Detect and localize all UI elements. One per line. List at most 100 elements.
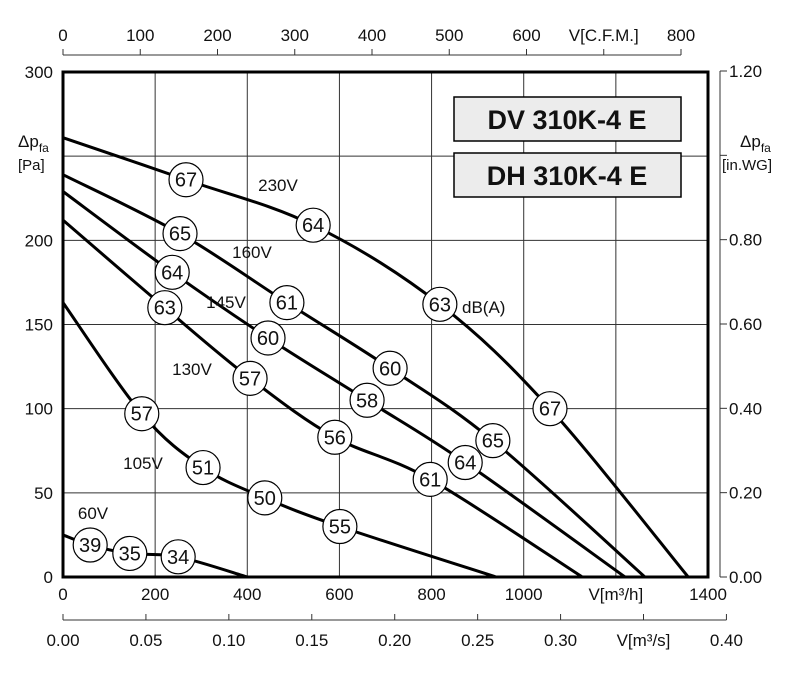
y-axis-sub: fa: [39, 141, 49, 155]
db-marker: 56: [317, 419, 353, 455]
db-marker-label: 35: [119, 543, 141, 565]
plot-frame: [61, 70, 710, 579]
y-tick-label: 200: [25, 231, 53, 250]
db-marker: 64: [295, 207, 331, 243]
db-marker: 34: [160, 539, 196, 575]
db-marker-label: 55: [329, 517, 351, 539]
right-axis-tick-label: 1.20: [729, 62, 762, 81]
db-marker-circle: [475, 423, 511, 459]
y-tick-label: 100: [25, 400, 53, 419]
db-marker-circle: [154, 254, 190, 290]
db-marker: 63: [147, 290, 183, 326]
y-axis-symbol: Δp: [18, 132, 39, 151]
bottom-axis2-tick-label: 0.10: [212, 631, 245, 650]
y-tick-label: 0: [44, 568, 53, 587]
db-marker-label: 65: [482, 431, 504, 453]
db-marker-circle: [72, 527, 108, 563]
y-axis-unit: [Pa]: [18, 157, 45, 174]
model-boxes: DV 310K-4 E DH 310K-4 E: [453, 96, 682, 198]
db-marker-circle: [247, 480, 283, 516]
plot-border: [61, 70, 710, 579]
bottom-axis2-tick-label: 0.40: [710, 631, 743, 650]
top-axis-tick-label: 100: [126, 26, 154, 45]
series-label: 60V: [78, 504, 109, 523]
db-marker-circle: [269, 285, 305, 321]
db-marker-circle: [349, 382, 385, 418]
series-label: 130V: [172, 360, 212, 379]
db-marker-circle: [147, 290, 183, 326]
bottom-axis2-tick-label: 0.30: [544, 631, 577, 650]
db-marker: 50: [247, 480, 283, 516]
x-tick-label: 600: [325, 585, 353, 604]
right-axis-unit: [in.WG]: [722, 157, 772, 174]
x-tick-label: 0: [58, 585, 67, 604]
top-axis-tick-label: 600: [512, 26, 540, 45]
db-marker-label: 57: [239, 368, 261, 390]
curves: 6764636765616065646058646357566157515055…: [61, 136, 690, 579]
labels: 230V 160V 145V 130V 105V 60V dB(A): [78, 176, 506, 523]
db-marker-label: 63: [154, 298, 176, 320]
db-marker-circle: [250, 320, 286, 356]
db-marker-label: 64: [161, 262, 183, 284]
right-axis-symbol: Δp: [740, 132, 761, 151]
db-marker: 57: [124, 396, 160, 432]
db-marker-circle: [412, 461, 448, 497]
db-marker: 55: [322, 508, 358, 545]
top-axis-tick-label: 200: [203, 26, 231, 45]
db-marker: 65: [162, 216, 198, 252]
top-axis-tick-label: 0: [58, 26, 67, 45]
db-marker-circle: [317, 419, 353, 455]
db-marker: 61: [412, 461, 448, 497]
model-box: [453, 96, 682, 142]
db-marker: 60: [372, 350, 408, 386]
db-marker-label: 63: [429, 294, 451, 316]
bottom-axis2-tick-label: 0.05: [129, 631, 162, 650]
top-axis-label: V[C.F.M.]: [569, 26, 639, 45]
db-marker: 58: [349, 382, 385, 418]
x-axis-label: V[m³/h]: [588, 585, 643, 604]
db-marker-label: 58: [356, 390, 378, 412]
db-marker: 51: [185, 449, 221, 486]
series-label: 145V: [206, 293, 246, 312]
right-axis-tick-label: 0.20: [729, 484, 762, 503]
bottom-axis2-tick-label: 0.00: [46, 631, 79, 650]
x-tick-label: 800: [417, 585, 445, 604]
db-marker: 67: [168, 162, 204, 198]
right-axis-label: Δpfa: [740, 132, 771, 155]
db-marker-circle: [372, 350, 408, 386]
db-marker: 64: [447, 444, 483, 481]
db-marker-circle: [112, 535, 148, 572]
db-marker-label: 61: [276, 293, 298, 315]
y-tick-label: 150: [25, 316, 53, 335]
x-tick-label: 1000: [505, 585, 543, 604]
db-marker-circle: [124, 396, 160, 432]
y-axis-label: Δpfa: [18, 132, 49, 155]
right-axis-sub: fa: [761, 141, 771, 155]
db-marker-circle: [532, 391, 568, 427]
db-marker-circle: [162, 216, 198, 252]
top-axis-tick-label: 800: [667, 26, 695, 45]
db-marker-label: 34: [167, 547, 189, 569]
right-axis-tick-label: 0.40: [729, 399, 762, 418]
db-marker-label: 67: [539, 399, 561, 421]
x-tick-label: 200: [141, 585, 169, 604]
series-label: 105V: [123, 454, 163, 473]
top-axis-tick-label: 500: [435, 26, 463, 45]
y-tick-label: 300: [25, 63, 53, 82]
db-marker-label: 60: [379, 358, 401, 380]
db-marker: 39: [72, 527, 108, 563]
db-marker-circle: [447, 444, 483, 481]
x-tick-label: 400: [233, 585, 261, 604]
bottom-axis2-label: V[m³/s]: [617, 631, 671, 650]
right-axis-tick-label: 0.60: [729, 315, 762, 334]
db-marker-label: 61: [419, 469, 441, 491]
db-marker-label: 39: [79, 535, 101, 557]
bottom-axis2-tick-label: 0.20: [378, 631, 411, 650]
db-marker-label: 56: [324, 427, 346, 449]
db-marker-circle: [168, 162, 204, 198]
db-marker: 63: [422, 286, 458, 322]
db-marker-label: 67: [175, 170, 197, 192]
db-marker-circle: [185, 449, 221, 486]
